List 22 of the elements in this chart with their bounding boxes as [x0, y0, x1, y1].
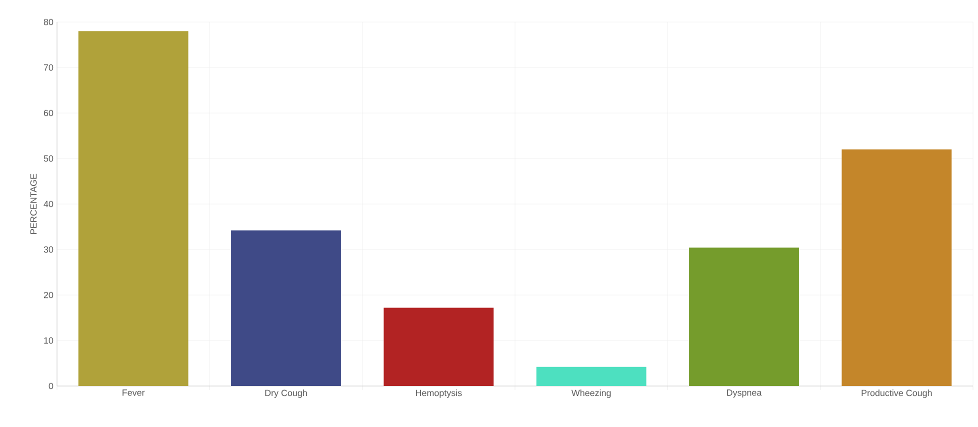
- x-tick-label: Dry Cough: [265, 390, 307, 398]
- bar: [842, 149, 952, 386]
- x-tick-label: Productive Cough: [862, 390, 932, 398]
- y-tick-label: 0: [48, 382, 54, 390]
- y-axis-title: PERCENTAGE: [30, 174, 37, 234]
- y-tick-label: 30: [44, 246, 54, 253]
- x-tick-label: Wheezing: [571, 390, 611, 398]
- y-tick-label: 10: [44, 337, 54, 344]
- y-tick-label: 70: [44, 64, 54, 71]
- y-tick-label: 40: [44, 200, 54, 208]
- y-tick-label: 80: [44, 18, 54, 26]
- y-tick-label: 50: [44, 155, 54, 162]
- bar: [231, 230, 341, 386]
- y-tick-label: 60: [44, 110, 54, 116]
- x-tick-label: Hemoptysis: [416, 390, 462, 398]
- bar: [384, 308, 494, 386]
- bar: [78, 31, 188, 386]
- x-tick-label: Dyspnea: [727, 390, 762, 398]
- x-tick-label: Fever: [122, 390, 145, 396]
- bar: [536, 366, 646, 386]
- y-tick-label: 20: [44, 292, 54, 298]
- bar: [689, 248, 799, 386]
